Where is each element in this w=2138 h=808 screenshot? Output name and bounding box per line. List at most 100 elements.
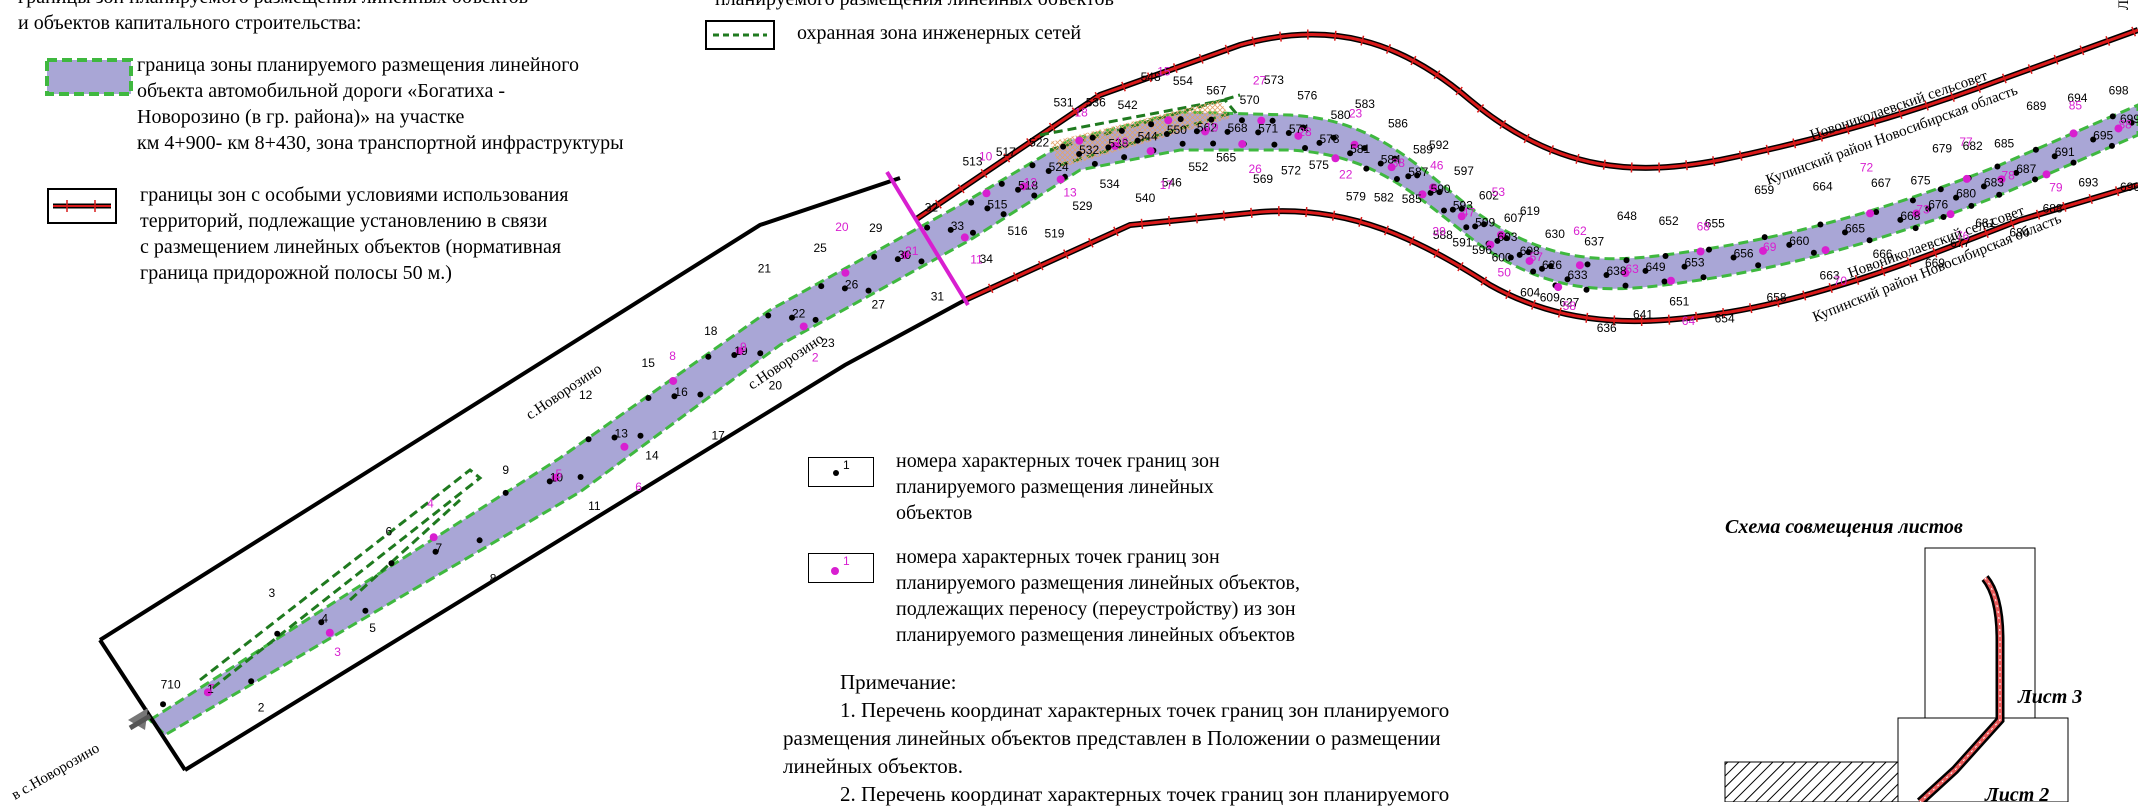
point-label: 633 <box>1568 268 1588 282</box>
boundary-point <box>2128 119 2135 126</box>
boundary-point <box>998 180 1005 187</box>
point-label: 22 <box>792 307 806 321</box>
point-label: 2 <box>258 700 265 714</box>
point-label: 600 <box>1492 251 1512 265</box>
boundary-point <box>1996 191 2003 198</box>
boundary-point <box>362 607 369 614</box>
point-label: 73 <box>1916 202 1930 216</box>
point-label: 684 <box>2009 226 2029 240</box>
point-label: 546 <box>1162 175 1182 189</box>
boundary-point <box>1700 274 1707 281</box>
point-label: 69 <box>1763 240 1777 254</box>
point-label: 570 <box>1240 93 1260 107</box>
point-label: 31 <box>931 289 945 303</box>
boundary-point <box>1238 117 1245 124</box>
point-label: 603 <box>1497 230 1517 244</box>
point-label: 3 <box>334 645 341 659</box>
boundary-point <box>1257 116 1266 125</box>
point-label: 6 <box>635 480 642 494</box>
boundary-point <box>1980 183 1987 190</box>
point-label: 13 <box>615 426 629 440</box>
boundary-point <box>1019 182 1028 191</box>
point-label: 7 <box>436 541 443 555</box>
point-label: 641 <box>1633 308 1653 322</box>
point-label: 518 <box>1018 179 1038 193</box>
point-label: 680 <box>1956 187 1976 201</box>
boundary-point <box>1873 209 1880 216</box>
boundary-point <box>1076 151 1083 158</box>
point-label: 34 <box>980 252 994 266</box>
point-label: 58 <box>1563 299 1577 313</box>
point-label: 3 <box>269 586 276 600</box>
boundary-point <box>1842 229 1848 236</box>
point-label: 630 <box>1545 227 1565 241</box>
place-novorozino-a: с.Новорозино <box>523 361 605 423</box>
boundary-point <box>1530 268 1537 275</box>
boundary-point-labels: 710 1234567891011121314151617181920212223… <box>161 70 2138 714</box>
point-label: 627 <box>1559 295 1579 309</box>
boundary-point <box>1105 144 1112 151</box>
point-label: 587 <box>1408 165 1428 179</box>
boundary-point <box>1525 249 1532 256</box>
boundary-point <box>203 688 212 697</box>
boundary-point <box>1163 131 1170 137</box>
point-label: 21 <box>758 262 772 276</box>
boundary-point <box>1681 263 1688 270</box>
point-label: 79 <box>2049 180 2063 194</box>
boundary-point <box>1667 276 1675 285</box>
point-label: 529 <box>1072 199 1092 213</box>
note-line: линейных объектов. <box>783 754 963 778</box>
boundary-point <box>1472 223 1479 230</box>
boundary-point <box>1496 230 1505 239</box>
boundary-point <box>1193 128 1200 135</box>
point-label: 53 <box>1492 185 1506 199</box>
point-label: 524 <box>1049 160 1069 174</box>
boundary-point <box>1755 262 1762 269</box>
note-title: Примечание: <box>840 670 957 694</box>
point-label: 522 <box>1029 135 1049 149</box>
utility-zone-swatch <box>705 20 775 50</box>
boundary-point <box>1786 241 1793 248</box>
point-label: 698 <box>2109 83 2129 97</box>
point-label: 16 <box>1115 135 1129 149</box>
boundary-point <box>697 391 704 398</box>
point-label: 5 <box>556 467 563 481</box>
point-label: 599 <box>1475 215 1495 229</box>
point-label: 649 <box>1646 260 1666 274</box>
boundary-point <box>1623 257 1630 264</box>
boundary-point <box>960 233 969 242</box>
boundary-point <box>645 394 652 401</box>
legend-top-right-cut: планируемого размещения линейных объекто… <box>715 0 1114 12</box>
point-label: 88 <box>2119 117 2133 131</box>
boundary-point <box>1316 139 1323 146</box>
point-label: 652 <box>1659 214 1679 228</box>
boundary-point <box>1810 249 1817 256</box>
boundary-point <box>1575 261 1584 270</box>
boundary-point <box>1817 221 1824 228</box>
boundary-point <box>1285 129 1292 136</box>
place-to-novorozino: в с.Новорозино <box>9 740 102 802</box>
point-label: 532 <box>1079 143 1099 157</box>
boundary-point <box>1029 162 1036 169</box>
boundary-point <box>1121 154 1128 161</box>
boundary-point <box>2109 113 2116 120</box>
boundary-point <box>2042 170 2051 179</box>
boundary-point <box>2108 142 2115 149</box>
sheet-break-line <box>885 170 970 307</box>
boundary-point <box>1350 140 1359 149</box>
boundary-point <box>1897 216 1904 223</box>
boundary-point <box>1238 140 1247 149</box>
point-label: 554 <box>1173 74 1193 88</box>
point-label: 552 <box>1188 160 1208 174</box>
point-label: 11 <box>588 499 601 513</box>
point-label: 586 <box>1388 117 1408 131</box>
point-label: 19 <box>734 344 748 358</box>
boundary-point <box>1937 186 1944 193</box>
boundary-point <box>2032 146 2039 153</box>
point-label: 33 <box>951 219 965 233</box>
point-label: 38 <box>1392 156 1406 170</box>
point-label: 681 <box>1975 216 1995 230</box>
boundary-point <box>969 229 976 236</box>
point-label: 550 <box>1167 123 1187 137</box>
boundary-point <box>1457 212 1466 221</box>
